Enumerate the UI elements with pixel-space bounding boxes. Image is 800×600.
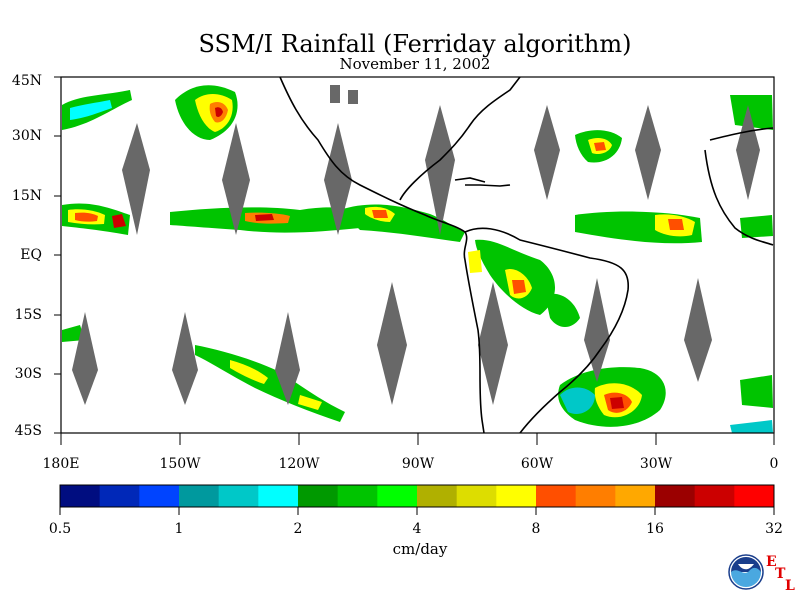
colorbar-tick-6: 32 bbox=[765, 521, 783, 537]
x-label-120w: 120W bbox=[278, 456, 320, 472]
colorbar-swatch bbox=[417, 485, 458, 507]
colorbar-swatch bbox=[536, 485, 577, 507]
noaa-logo-icon bbox=[728, 554, 764, 590]
y-label-45s: 45S bbox=[14, 423, 42, 439]
colorbar-swatch bbox=[615, 485, 656, 507]
x-label-150w: 150W bbox=[159, 456, 201, 472]
y-label-30n: 30N bbox=[11, 128, 42, 144]
colorbar-tick-1: 1 bbox=[174, 521, 184, 537]
map-title: SSM/I Rainfall (Ferriday algorithm) bbox=[198, 30, 632, 58]
colorbar-swatch bbox=[337, 485, 378, 507]
colorbar-units: cm/day bbox=[392, 540, 448, 558]
colorbar-swatch bbox=[218, 485, 259, 507]
y-label-eq: EQ bbox=[20, 247, 42, 263]
map-background bbox=[61, 77, 774, 433]
colorbar-swatch bbox=[694, 485, 735, 507]
colorbar-swatch bbox=[60, 485, 101, 507]
colorbar-swatch bbox=[734, 485, 775, 507]
colorbar-swatch bbox=[139, 485, 180, 507]
y-label-45n: 45N bbox=[11, 73, 42, 89]
colorbar-swatch bbox=[99, 485, 140, 507]
colorbar-tick-4: 8 bbox=[531, 521, 541, 537]
colorbar-swatch bbox=[655, 485, 696, 507]
colorbar bbox=[59, 485, 775, 515]
swath-gaps bbox=[72, 105, 760, 405]
x-label-90w: 90W bbox=[401, 456, 435, 472]
etl-letter-t: T bbox=[775, 566, 786, 582]
x-label-60w: 60W bbox=[520, 456, 554, 472]
colorbar-swatch bbox=[298, 485, 339, 507]
colorbar-frame bbox=[59, 484, 775, 508]
x-label-30w: 30W bbox=[639, 456, 673, 472]
colorbar-tick-5: 16 bbox=[646, 521, 664, 537]
colorbar-swatch bbox=[377, 485, 418, 507]
colorbar-tick-2: 2 bbox=[293, 521, 303, 537]
colorbar-swatch bbox=[258, 485, 299, 507]
colorbar-tick-3: 4 bbox=[412, 521, 422, 537]
colorbar-tick-0: 0.5 bbox=[48, 521, 72, 537]
coastlines bbox=[279, 76, 774, 434]
x-label-180e: 180E bbox=[42, 456, 80, 472]
x-label-0: 0 bbox=[769, 456, 779, 472]
map-subtitle: November 11, 2002 bbox=[339, 55, 491, 73]
colorbar-swatch bbox=[456, 485, 497, 507]
y-label-15n: 15N bbox=[11, 188, 42, 204]
y-label-15s: 15S bbox=[14, 307, 42, 323]
islands bbox=[330, 85, 358, 104]
y-label-30s: 30S bbox=[14, 366, 42, 382]
colorbar-swatch bbox=[575, 485, 616, 507]
colorbar-swatch bbox=[496, 485, 537, 507]
colorbar-swatch bbox=[179, 485, 220, 507]
etl-letter-l: L bbox=[785, 578, 795, 594]
rainfall-areas bbox=[62, 85, 773, 433]
etl-letter-e: E bbox=[766, 554, 777, 570]
tick-marks bbox=[54, 76, 775, 445]
